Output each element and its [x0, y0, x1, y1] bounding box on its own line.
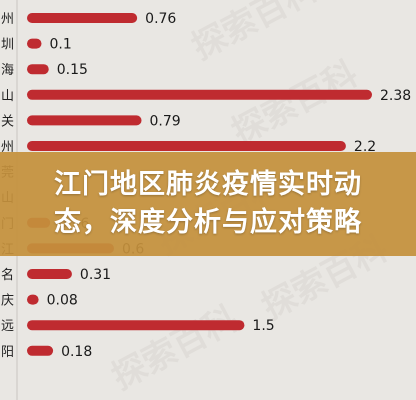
- category-label: 关: [1, 114, 14, 129]
- bars-group: 州0.76圳0.1海0.15山2.38关0.79州2.2莞山门0.16江0.6名…: [1, 11, 411, 360]
- value-label: 0.08: [47, 293, 78, 309]
- category-label: 阳: [1, 345, 14, 360]
- category-label: 州: [1, 12, 14, 27]
- watermark-text-1: 探索百科: [225, 54, 364, 153]
- bar: [27, 141, 346, 151]
- bar: [27, 38, 42, 49]
- category-label: 庆: [1, 294, 14, 309]
- value-label: 0.1: [49, 37, 71, 53]
- banner-title-line-1: 江门地区肺炎疫情实时动: [54, 169, 362, 200]
- category-label: 海: [1, 63, 14, 78]
- bar: [27, 294, 39, 305]
- value-label: 0.76: [145, 11, 176, 27]
- bar: [27, 115, 142, 126]
- bar: [27, 345, 54, 356]
- bar: [27, 320, 245, 331]
- watermark-text-0: 探索百科: [185, 0, 324, 68]
- bar: [27, 269, 72, 279]
- banner-title-line-2: 态，深度分析与应对策略: [54, 207, 362, 238]
- value-label: 1.5: [252, 318, 274, 334]
- category-label: 山: [1, 89, 14, 104]
- value-label: 0.15: [57, 62, 88, 78]
- category-label: 远: [1, 319, 14, 334]
- category-label: 名: [1, 267, 14, 283]
- bar: [27, 13, 138, 23]
- value-label: 2.2: [354, 139, 376, 155]
- value-label: 2.38: [380, 88, 411, 104]
- bar: [27, 64, 49, 75]
- category-label: 圳: [1, 38, 14, 53]
- value-label: 0.18: [61, 344, 92, 360]
- value-label: 0.31: [80, 267, 111, 283]
- title-banner: 江门地区肺炎疫情实时动 态，深度分析与应对策略: [0, 152, 416, 256]
- watermark-text-4: 探索百科: [105, 299, 244, 398]
- bar: [27, 89, 372, 100]
- value-label: 0.79: [150, 113, 181, 129]
- category-label: 州: [1, 140, 14, 155]
